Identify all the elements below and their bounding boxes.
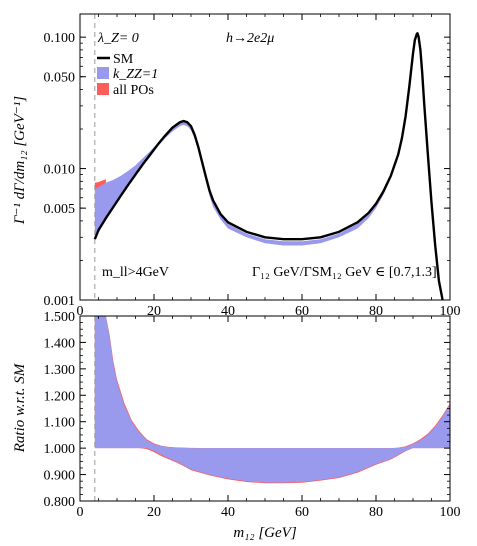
bottom-band-kzz — [94, 316, 450, 483]
annotation-process: h→2e2μ — [226, 31, 274, 46]
bottom-x-tick-label: 0 — [77, 505, 84, 520]
top-x-tick-label: 60 — [295, 304, 309, 319]
bottom-y-tick-label: 1.000 — [44, 442, 76, 457]
bottom-panel: 0 20 40 60 80 100 0.800 0.900 1.000 1.100 1.200 1.… — [12, 310, 461, 541]
bottom-x-tick-label: 40 — [221, 505, 235, 520]
top-y-tick-label: 0.010 — [44, 163, 76, 178]
annotation-lambda: λ_Z= 0 — [97, 31, 139, 46]
bottom-y-tick-label: 1.300 — [44, 363, 76, 378]
bottom-y-tick-label: 1.400 — [44, 336, 76, 351]
bottom-y-tick-label: 0.900 — [44, 469, 76, 484]
top-x-tick-label: 100 — [440, 304, 461, 319]
top-y-axis-label: Γ⁻¹ dΓ/dm₁₂ [GeV⁻¹] — [12, 96, 28, 225]
legend: SM k_ZZ=1 all POs — [97, 52, 158, 98]
annotation-gamma-ratio: Γ₁₂ GeV/ΓSM₁₂ GeV ∈ [0.7,1.3] — [252, 265, 437, 280]
legend-allpos-label: all POs — [113, 83, 154, 98]
bottom-x-axis-label: m₁₂ [GeV] — [233, 525, 297, 541]
annotation-mll-cut: m_ll>4GeV — [102, 265, 169, 280]
top-line-sm — [93, 32, 444, 300]
top-y-tick-label: 0.050 — [44, 71, 76, 86]
legend-kzz-label: k_ZZ=1 — [113, 67, 158, 82]
top-allpos-band-area — [94, 179, 106, 189]
top-y-tick-label: 0.005 — [44, 202, 76, 217]
top-x-ticks: 0 20 40 60 80 100 — [77, 14, 461, 319]
top-x-tick-label: 80 — [369, 304, 383, 319]
bottom-y-tick-label: 1.500 — [44, 310, 76, 325]
bottom-y-ticks: 0.800 0.900 1.000 1.100 1.200 1.300 1.400 1.500 — [44, 310, 450, 510]
bottom-y-tick-label: 0.800 — [44, 495, 76, 510]
legend-kzz-swatch — [97, 67, 109, 79]
bottom-y-tick-label: 1.100 — [44, 416, 76, 431]
top-frame — [79, 13, 451, 301]
bottom-x-ticks: 0 20 40 60 80 100 — [77, 316, 461, 520]
legend-allpos-swatch — [97, 83, 109, 95]
bottom-x-tick-label: 20 — [147, 505, 161, 520]
legend-sm-label: SM — [113, 52, 134, 67]
bottom-kzz-band-area — [94, 316, 450, 483]
bottom-x-tick-label: 80 — [369, 505, 383, 520]
top-x-tick-label: 0 — [77, 304, 84, 319]
top-y-tick-label: 0.001 — [44, 294, 76, 309]
top-y-ticks: 0.001 0.005 0.010 0.050 0.100 — [44, 31, 450, 309]
top-x-tick-label: 40 — [221, 304, 235, 319]
top-frame-rect — [79, 13, 451, 301]
top-panel: 0 20 40 60 80 100 0.001 0.005 0.010 0.050 0.100 Γ… — [12, 13, 461, 319]
top-band-all-pos — [94, 179, 106, 189]
bottom-x-tick-label: 60 — [295, 505, 309, 520]
bottom-y-axis-label: Ratio w.r.t. SM — [12, 362, 28, 453]
top-x-tick-label: 20 — [147, 304, 161, 319]
top-y-tick-label: 0.100 — [44, 31, 76, 46]
bottom-x-tick-label: 100 — [440, 505, 461, 520]
top-sm-curve — [93, 32, 444, 300]
bottom-y-tick-label: 1.200 — [44, 389, 76, 404]
